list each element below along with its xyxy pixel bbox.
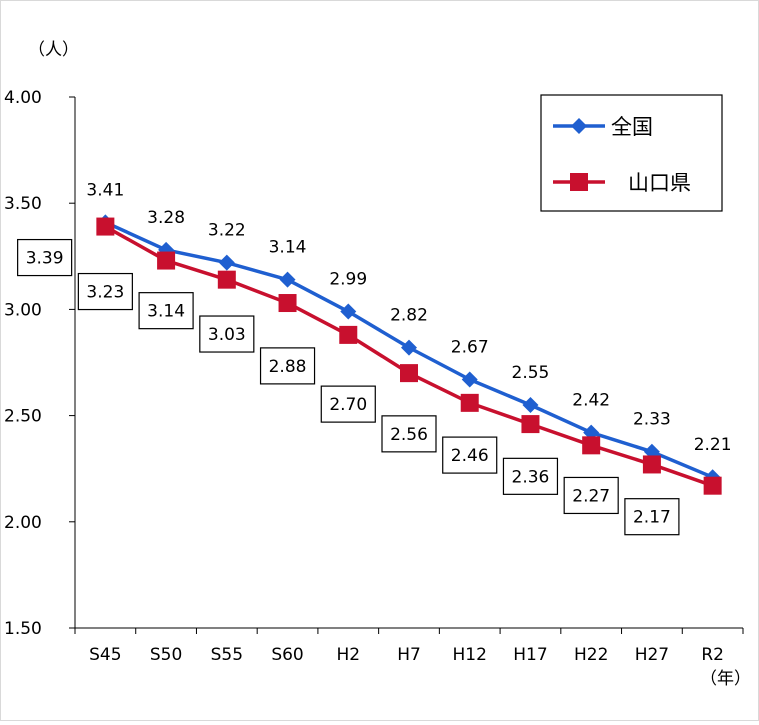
series-2-data-label: 2.70 (329, 395, 367, 415)
x-tick-label: H22 (574, 645, 608, 665)
series-2-point (582, 436, 601, 455)
series-2-data-label: 2.46 (451, 446, 489, 466)
legend-box (540, 94, 723, 212)
series-2-label-box (259, 347, 316, 385)
series-1-data-label: 2.82 (390, 306, 428, 326)
legend-label: 全国 (611, 115, 653, 139)
series-1-data-label: 3.22 (208, 221, 246, 241)
series-2-data-label: 3.39 (26, 249, 64, 269)
series-1-data-label: 2.42 (572, 391, 610, 411)
series-2-data-label: 2.88 (269, 357, 307, 377)
x-tick-label: H12 (453, 645, 487, 665)
series-2-label-box (17, 238, 73, 277)
series-1-point (461, 371, 478, 388)
series-1-data-label: 2.67 (451, 337, 489, 357)
series-2-point (703, 476, 722, 495)
x-tick-label: S60 (271, 645, 303, 665)
series-2-label-box (502, 457, 559, 495)
x-tick-label: H7 (397, 645, 421, 665)
y-tick-label: 3.50 (4, 194, 42, 214)
y-tick-label: 2.50 (4, 407, 42, 427)
y-tick-label: 1.50 (4, 619, 42, 639)
x-unit-label: （年） (700, 669, 751, 689)
series-1-point (522, 396, 539, 413)
series-1-point (158, 241, 175, 258)
series-2-data-label: 2.36 (512, 467, 550, 487)
data-labels: 3.41 3.28 3.22 3.14 2.99 2.82 2.67 2.55 2.42 2.33… (17, 180, 732, 536)
series-2-data-label: 2.56 (390, 425, 428, 445)
series-1-data-label: 2.33 (633, 410, 671, 430)
series-2-point (339, 325, 358, 344)
x-tick-label: R2 (701, 645, 724, 665)
y-tick-label: 2.00 (4, 513, 42, 533)
series-1-data-label: 3.14 (269, 238, 307, 258)
x-tick-label: H27 (635, 645, 669, 665)
series-1-data-label: 2.55 (512, 363, 550, 383)
y-tick-label: 4.00 (4, 88, 42, 108)
series-2-label-box (442, 436, 498, 474)
series-2-data-label: 2.17 (633, 508, 671, 528)
legend-diamond-marker (571, 118, 587, 134)
axes: 1.50 2.00 2.50 3.00 3.50 4.00 S45 S50 S55 S60 H2 H7… (4, 88, 744, 665)
x-tick-label: H2 (336, 645, 360, 665)
x-tick-label: H17 (513, 645, 547, 665)
series-1-point (401, 339, 417, 356)
series-2-label-box (624, 498, 680, 536)
series-2-label-box (138, 292, 194, 330)
series-2-label-box (320, 385, 376, 423)
series-1-data-label: 3.41 (86, 180, 124, 200)
series-1-data-label: 2.21 (694, 435, 732, 455)
y-unit-label: （人） (28, 40, 79, 60)
series-2-data-label: 2.27 (572, 486, 610, 506)
series-2-point (157, 251, 176, 270)
series-2-point (400, 364, 418, 383)
series-2-data-label: 3.03 (208, 325, 246, 345)
x-tick-label: S55 (211, 645, 243, 665)
series-1-point (279, 271, 296, 288)
series-2-label-box (563, 476, 619, 515)
series-2-point (460, 393, 479, 412)
series-1-point (218, 254, 235, 271)
series-1-data-label: 2.99 (329, 270, 367, 290)
series-2-data-label: 3.23 (86, 283, 124, 303)
series-2-label-box (77, 272, 133, 311)
x-tick-label: S45 (89, 645, 121, 665)
series-2-point (278, 294, 297, 313)
series-2-data-label: 3.14 (147, 302, 185, 322)
legend-label: 山口県 (628, 171, 691, 195)
series-2-label-box (199, 315, 255, 353)
series-2-point (521, 415, 540, 434)
series-layer (96, 214, 722, 495)
legend-square-marker (570, 173, 588, 191)
series-2-point (96, 217, 115, 236)
series-2-label-box (381, 415, 437, 453)
x-tick-label: S50 (150, 645, 182, 665)
series-1-data-label: 3.28 (147, 208, 185, 228)
series-1-point (340, 303, 357, 320)
series-2-point (217, 270, 236, 289)
y-tick-label: 3.00 (4, 300, 42, 320)
series-2-point (642, 455, 661, 474)
